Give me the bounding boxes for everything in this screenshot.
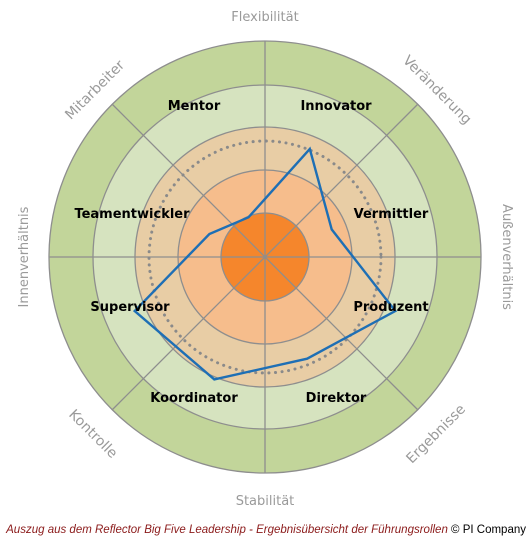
- role-label-produzent: Produzent: [353, 300, 428, 315]
- role-label-supervisor: Supervisor: [90, 300, 170, 315]
- role-label-koordinator: Koordinator: [150, 391, 238, 406]
- role-profile-polygon: [132, 146, 398, 381]
- role-label-direktor: Direktor: [306, 391, 367, 406]
- axis-label-left: Innenverhältnis: [17, 206, 32, 307]
- role-label-vermittler: Vermittler: [354, 207, 429, 222]
- divider-lines: [49, 41, 481, 473]
- axis-label-top: Flexibilität: [231, 10, 298, 25]
- role-label-teamentwickler: Teamentwickler: [74, 207, 190, 222]
- axis-labels: Flexibilität Stabilität Innenverhältnis …: [17, 10, 514, 509]
- quadrant-label-kontrolle: Kontrolle: [65, 407, 120, 462]
- axis-label-bottom: Stabilität: [236, 494, 295, 509]
- leadership-role-wheel: Innovator Vermittler Produzent Direktor …: [17, 10, 514, 509]
- reference-dotted-circle: [147, 139, 383, 375]
- footer-note: Auszug aus dem Reflector Big Five Leader…: [6, 524, 448, 536]
- role-labels: Innovator Vermittler Produzent Direktor …: [74, 99, 428, 406]
- role-label-mentor: Mentor: [168, 99, 221, 114]
- role-label-innovator: Innovator: [300, 99, 372, 114]
- footer: Auszug aus dem Reflector Big Five Leader…: [0, 524, 526, 536]
- divider-line-3: [111, 103, 419, 411]
- footer-copyright: © PI Company: [451, 524, 526, 536]
- axis-label-right: Außenverhältnis: [499, 204, 514, 310]
